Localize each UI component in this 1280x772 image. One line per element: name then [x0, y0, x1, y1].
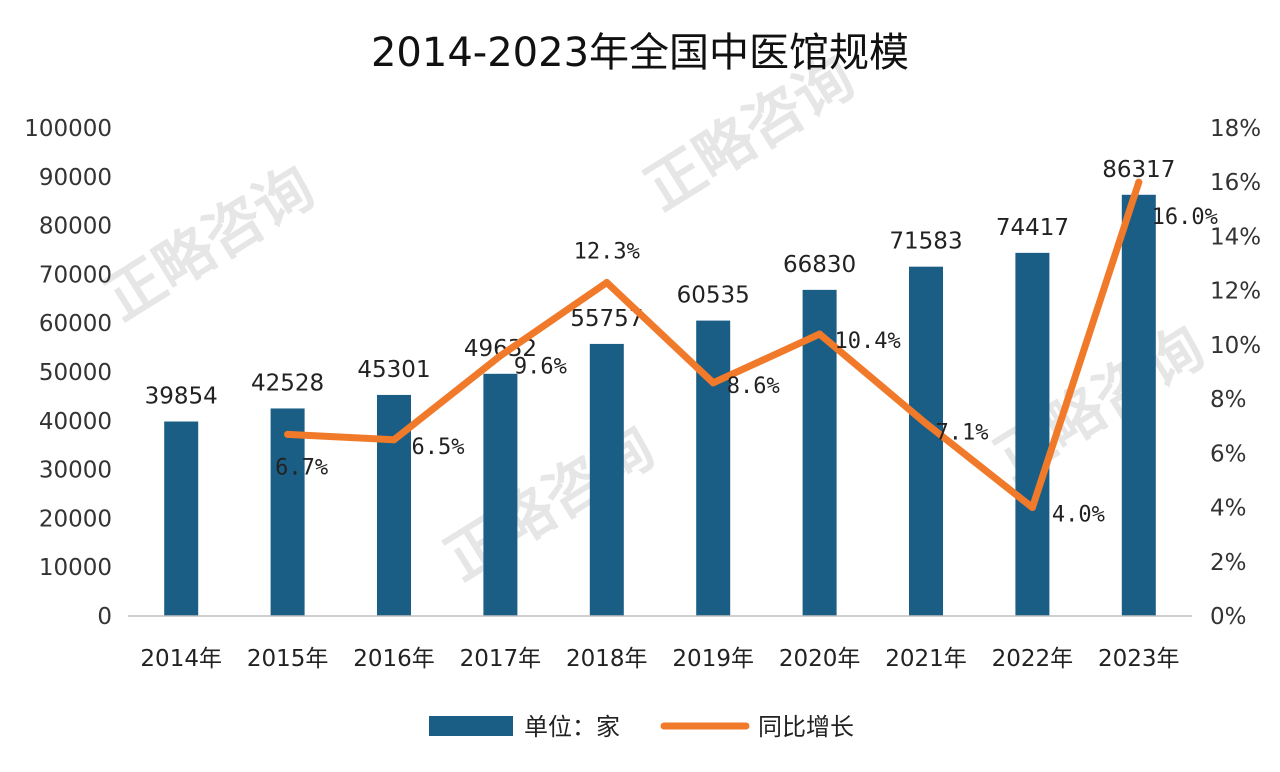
- y-right-tick-label: 14%: [1210, 224, 1261, 250]
- line-point: [816, 330, 824, 338]
- bar-value-label: 74417: [996, 215, 1069, 241]
- bar-value-label: 45301: [357, 357, 430, 383]
- line-point: [284, 430, 292, 438]
- chart-title: 2014-2023年全国中医馆规模: [371, 30, 909, 76]
- x-axis: 2014年 2015年 2016年 2017年 2018年 2019年 2020年 2021年…: [128, 615, 1192, 672]
- line-point: [922, 420, 930, 428]
- legend-swatch-bar: [429, 716, 513, 736]
- line-point: [709, 379, 717, 387]
- y-right-tick-label: 12%: [1210, 279, 1261, 305]
- line-value-label: 7.1%: [936, 421, 989, 446]
- bar: [589, 343, 624, 616]
- x-tick-label: 2020年: [779, 646, 861, 672]
- line-point: [1135, 178, 1143, 186]
- line-point: [603, 279, 611, 287]
- y-right-tick-label: 2%: [1210, 550, 1247, 576]
- y-right-tick-label: 18%: [1210, 116, 1261, 142]
- y-left-tick-label: 70000: [39, 262, 112, 288]
- bar: [483, 373, 518, 616]
- line-value-label: 12.3%: [574, 240, 640, 265]
- x-tick-label: 2022年: [992, 646, 1074, 672]
- bar-value-label: 71583: [889, 229, 962, 255]
- bar: [164, 421, 199, 616]
- bar-value-label: 66830: [783, 252, 856, 278]
- bar: [909, 266, 943, 616]
- y-left-tick-label: 50000: [39, 360, 112, 386]
- line-point: [390, 436, 398, 444]
- y-left-tick-label: 60000: [39, 311, 112, 337]
- y-left-tick-label: 20000: [39, 506, 112, 532]
- y-left-tick-label: 40000: [39, 409, 112, 435]
- line-value-label: 4.0%: [1052, 503, 1105, 528]
- bar: [270, 408, 305, 616]
- bar-value-label: 60535: [677, 283, 750, 309]
- x-tick-label: 2018年: [566, 646, 648, 672]
- line-value-label: 6.7%: [275, 455, 328, 480]
- legend: 单位：家 同比增长: [429, 713, 854, 741]
- y-right-tick-label: 0%: [1210, 604, 1247, 630]
- y-left-tick-label: 30000: [39, 458, 112, 484]
- x-tick-label: 2021年: [885, 646, 967, 672]
- watermark-text: 正略咨询: [93, 153, 326, 334]
- x-tick-label: 2023年: [1098, 646, 1180, 672]
- y-left-tick-label: 80000: [39, 214, 112, 240]
- legend-label-bar: 单位：家: [524, 713, 620, 741]
- x-tick-label: 2017年: [460, 646, 542, 672]
- x-tick-label: 2019年: [672, 646, 754, 672]
- line-value-label: 6.5%: [412, 435, 465, 460]
- y-right-tick-label: 4%: [1210, 496, 1247, 522]
- bar-value-label: 42528: [251, 370, 324, 396]
- y-right-tick-label: 8%: [1210, 387, 1247, 413]
- line-value-label: 10.4%: [834, 329, 900, 354]
- y-right-tick-label: 16%: [1210, 170, 1261, 196]
- x-tick-label: 2014年: [140, 646, 222, 672]
- bar: [696, 320, 731, 616]
- line-point: [1028, 504, 1036, 512]
- bar-value-label: 86317: [1102, 157, 1175, 183]
- y-left-tick-label: 0: [97, 604, 112, 630]
- bar: [1015, 252, 1050, 617]
- bar: [1121, 194, 1156, 616]
- watermark-text: 正略咨询: [433, 413, 666, 594]
- line-value-label: 9.6%: [514, 355, 567, 380]
- bar-value-label: 39854: [145, 384, 218, 410]
- y-axis-left: 0 10000 20000 30000 40000 50000 60000 70000 8000…: [24, 116, 112, 630]
- y-left-tick-label: 10000: [39, 555, 112, 581]
- y-left-tick-label: 90000: [39, 165, 112, 191]
- y-right-tick-label: 10%: [1210, 333, 1261, 359]
- legend-label-line: 同比增长: [758, 713, 854, 741]
- y-axis-right: 0% 2% 4% 6% 8% 10% 12% 14% 16% 18%: [1210, 116, 1261, 630]
- y-left-tick-label: 100000: [24, 116, 112, 142]
- line-value-label: 16.0%: [1152, 205, 1218, 230]
- y-right-tick-label: 6%: [1210, 441, 1247, 467]
- x-tick-label: 2015年: [247, 646, 329, 672]
- line-value-label: 8.6%: [727, 374, 780, 399]
- line-series: 6.7% 6.5% 9.6% 12.3% 8.6% 10.4% 7.1% 4.0% 16.0%: [275, 178, 1218, 528]
- x-tick-label: 2016年: [353, 646, 435, 672]
- line-point: [496, 352, 504, 360]
- bar-series: 3985442528453014963255757605356683071583…: [145, 157, 1175, 617]
